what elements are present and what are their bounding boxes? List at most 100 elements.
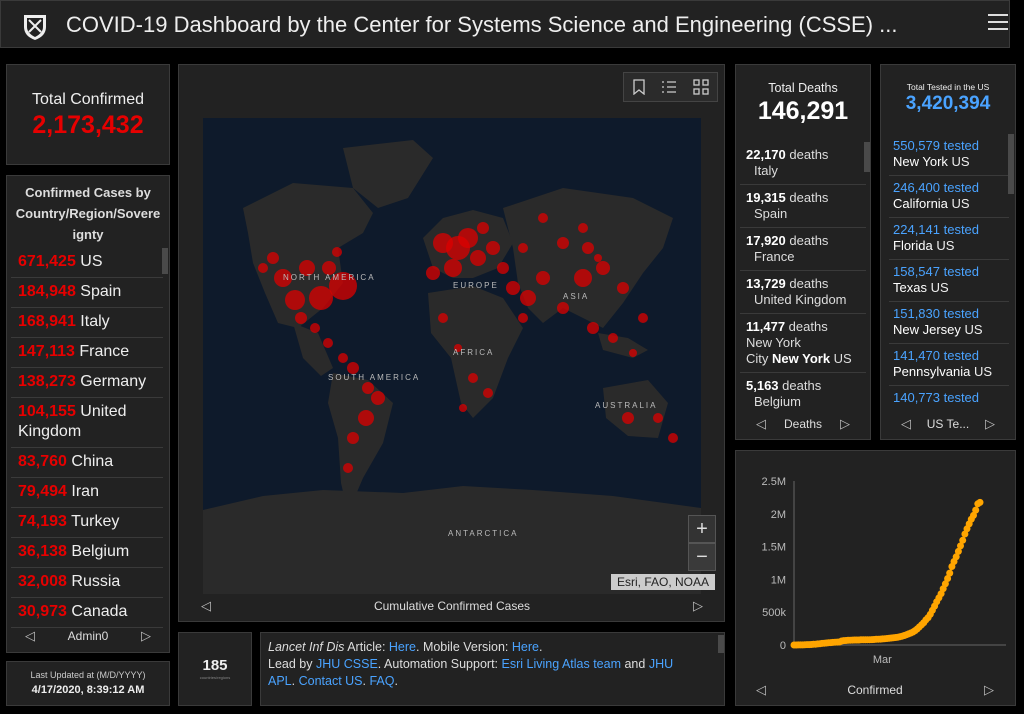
case-bubble[interactable] — [520, 290, 536, 306]
confirmed-list-scrollbar[interactable] — [162, 248, 168, 274]
confirmed-data-point[interactable] — [944, 575, 952, 582]
deaths-list-item[interactable]: 17,920 deaths France — [740, 228, 866, 271]
case-bubble[interactable] — [343, 463, 353, 473]
deaths-list-scrollbar[interactable] — [864, 142, 870, 172]
deaths-list-item[interactable]: 13,729 deaths United Kingdom — [740, 271, 866, 314]
tested-list-scrollbar[interactable] — [1008, 134, 1014, 194]
case-bubble[interactable] — [470, 250, 486, 266]
deaths-list-item[interactable]: 19,315 deaths Spain — [740, 185, 866, 228]
hamburger-menu-icon[interactable] — [988, 14, 1008, 32]
deaths-list-item[interactable]: 22,170 deaths Italy — [740, 142, 866, 185]
case-bubble[interactable] — [362, 382, 374, 394]
case-bubble[interactable] — [371, 391, 385, 405]
next-arrow-icon[interactable]: ▷ — [693, 598, 703, 613]
case-bubble[interactable] — [587, 322, 599, 334]
zoom-out-button[interactable]: − — [688, 543, 716, 571]
prev-arrow-icon[interactable]: ◁ — [25, 628, 35, 643]
case-bubble[interactable] — [578, 223, 588, 233]
next-arrow-icon[interactable]: ▷ — [840, 416, 850, 431]
next-arrow-icon[interactable]: ▷ — [985, 416, 995, 431]
deaths-nav-label[interactable]: Deaths — [783, 417, 823, 431]
case-bubble[interactable] — [557, 302, 569, 314]
case-bubble[interactable] — [617, 282, 629, 294]
case-bubble[interactable] — [582, 242, 594, 254]
case-bubble[interactable] — [608, 333, 618, 343]
tested-list-item[interactable]: 140,773 tested — [889, 386, 1009, 411]
case-bubble[interactable] — [458, 228, 478, 248]
zoom-in-button[interactable]: + — [688, 515, 716, 543]
case-bubble[interactable] — [506, 281, 520, 295]
case-bubble[interactable] — [596, 261, 610, 275]
map-nav-label[interactable]: Cumulative Confirmed Cases — [373, 599, 531, 613]
contact-us-link[interactable]: Contact US — [298, 674, 363, 688]
info-scrollbar[interactable] — [718, 635, 724, 653]
confirmed-list-item[interactable]: 79,494 Iran — [11, 478, 163, 508]
mobile-version-link[interactable]: Here — [511, 640, 539, 654]
confirmed-data-point[interactable] — [970, 511, 977, 519]
jhu-csse-link[interactable]: JHU CSSE — [315, 657, 378, 671]
deaths-list-item[interactable]: 11,477 deaths New York City New York US — [740, 314, 866, 373]
confirmed-list[interactable]: 671,425 US 184,948 Spain 168,941 Italy 147,… — [11, 248, 163, 628]
tested-list-item[interactable]: 158,547 tested Texas US — [889, 260, 1009, 302]
case-bubble[interactable] — [468, 373, 478, 383]
case-bubble[interactable] — [459, 404, 467, 412]
case-bubble[interactable] — [536, 271, 550, 285]
next-arrow-icon[interactable]: ▷ — [141, 628, 151, 643]
jhu-apl-link[interactable]: JHU — [648, 657, 674, 671]
case-bubble[interactable] — [332, 247, 342, 257]
tested-list-item[interactable]: 151,830 tested New Jersey US — [889, 302, 1009, 344]
case-bubble[interactable] — [347, 432, 359, 444]
case-bubble[interactable] — [267, 252, 279, 264]
next-arrow-icon[interactable]: ▷ — [983, 682, 994, 697]
case-bubble[interactable] — [653, 413, 663, 423]
case-bubble[interactable] — [574, 269, 592, 287]
tested-list-item[interactable]: 246,400 tested California US — [889, 176, 1009, 218]
case-bubble[interactable] — [497, 262, 509, 274]
confirmed-list-item[interactable]: 184,948 Spain — [11, 278, 163, 308]
lancet-article-link[interactable]: Here — [388, 640, 416, 654]
case-bubble[interactable] — [310, 323, 320, 333]
confirmed-list-item[interactable]: 138,273 Germany — [11, 368, 163, 398]
case-bubble[interactable] — [438, 313, 448, 323]
case-bubble[interactable] — [518, 313, 528, 323]
confirmed-list-item[interactable]: 104,155 United Kingdom — [11, 398, 163, 448]
world-map[interactable]: NORTH AMERICA SOUTH AMERICA EUROPE AFRIC… — [203, 118, 701, 594]
confirmed-list-item[interactable]: 32,008 Russia — [11, 568, 163, 598]
jhu-apl-link-continued[interactable]: APL — [268, 674, 292, 688]
confirmed-data-point[interactable] — [952, 553, 960, 561]
deaths-list-item[interactable]: 5,163 deaths Belgium — [740, 373, 866, 410]
case-bubble[interactable] — [518, 243, 528, 253]
prev-arrow-icon[interactable]: ◁ — [901, 416, 911, 431]
tested-nav-label[interactable]: US Te... — [926, 417, 970, 431]
case-bubble[interactable] — [594, 254, 602, 262]
confirmed-data-point[interactable] — [976, 498, 984, 506]
case-bubble[interactable] — [347, 362, 359, 374]
case-bubble[interactable] — [338, 353, 348, 363]
confirmed-data-point[interactable] — [954, 547, 962, 555]
confirmed-list-item[interactable]: 74,193 Turkey — [11, 508, 163, 538]
tested-list-item[interactable]: 141,470 tested Pennsylvania US — [889, 344, 1009, 386]
case-bubble[interactable] — [329, 272, 357, 300]
case-bubble[interactable] — [426, 266, 440, 280]
basemap-gallery-icon[interactable] — [693, 79, 709, 95]
esri-living-atlas-link[interactable]: Esri Living Atlas team — [501, 657, 622, 671]
case-bubble[interactable] — [557, 237, 569, 249]
case-bubble[interactable] — [668, 433, 678, 443]
confirmed-list-nav-label[interactable]: Admin0 — [67, 629, 109, 643]
confirmed-line-chart[interactable]: 0 500k 1M 1.5M 2M 2.5M Mar — [736, 451, 1015, 679]
prev-arrow-icon[interactable]: ◁ — [201, 598, 211, 613]
tested-list-item[interactable]: 224,141 tested Florida US — [889, 218, 1009, 260]
case-bubble[interactable] — [299, 260, 315, 276]
confirmed-list-item[interactable]: 168,941 Italy — [11, 308, 163, 338]
legend-list-icon[interactable] — [661, 80, 677, 94]
tested-list-item[interactable]: 550,579 tested New York US — [889, 134, 1009, 176]
case-bubble[interactable] — [638, 313, 648, 323]
confirmed-list-item[interactable]: 671,425 US — [11, 248, 163, 278]
prev-arrow-icon[interactable]: ◁ — [756, 416, 766, 431]
confirmed-list-item[interactable]: 30,973 Canada — [11, 598, 163, 628]
confirmed-list-item[interactable]: 147,113 France — [11, 338, 163, 368]
confirmed-data-point[interactable] — [959, 536, 967, 544]
case-bubble[interactable] — [285, 290, 305, 310]
deaths-list[interactable]: 22,170 deaths Italy 19,315 deaths Spain 17,9… — [740, 142, 866, 410]
case-bubble[interactable] — [629, 349, 637, 357]
